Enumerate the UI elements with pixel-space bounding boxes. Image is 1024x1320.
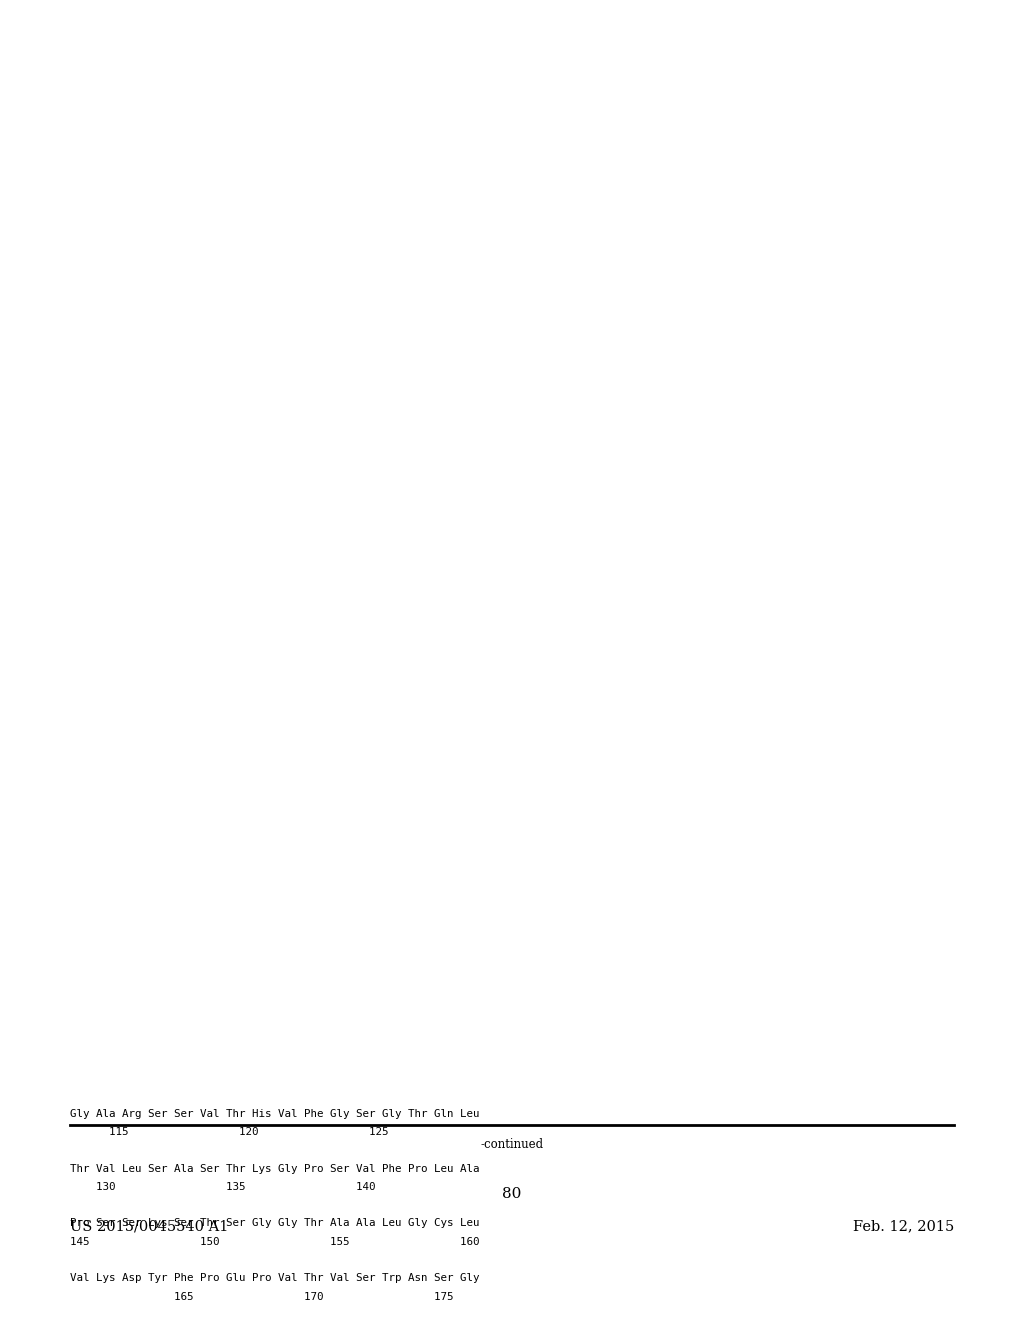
Text: Gly Ala Arg Ser Ser Val Thr His Val Phe Gly Ser Gly Thr Gln Leu: Gly Ala Arg Ser Ser Val Thr His Val Phe … [70, 1109, 479, 1119]
Text: Feb. 12, 2015: Feb. 12, 2015 [853, 1220, 954, 1234]
Text: US 2015/0045540 A1: US 2015/0045540 A1 [70, 1220, 228, 1234]
Text: 80: 80 [503, 1187, 521, 1201]
Text: 115                 120                 125: 115 120 125 [70, 1127, 388, 1137]
Text: -continued: -continued [480, 1138, 544, 1151]
Text: 145                 150                 155                 160: 145 150 155 160 [70, 1237, 479, 1247]
Text: 165                 170                 175: 165 170 175 [70, 1291, 454, 1302]
Text: Val Lys Asp Tyr Phe Pro Glu Pro Val Thr Val Ser Trp Asn Ser Gly: Val Lys Asp Tyr Phe Pro Glu Pro Val Thr … [70, 1274, 479, 1283]
Text: Thr Val Leu Ser Ala Ser Thr Lys Gly Pro Ser Val Phe Pro Leu Ala: Thr Val Leu Ser Ala Ser Thr Lys Gly Pro … [70, 1164, 479, 1173]
Text: 130                 135                 140: 130 135 140 [70, 1181, 375, 1192]
Text: Pro Ser Ser Lys Ser Thr Ser Gly Gly Thr Ala Ala Leu Gly Cys Leu: Pro Ser Ser Lys Ser Thr Ser Gly Gly Thr … [70, 1218, 479, 1229]
